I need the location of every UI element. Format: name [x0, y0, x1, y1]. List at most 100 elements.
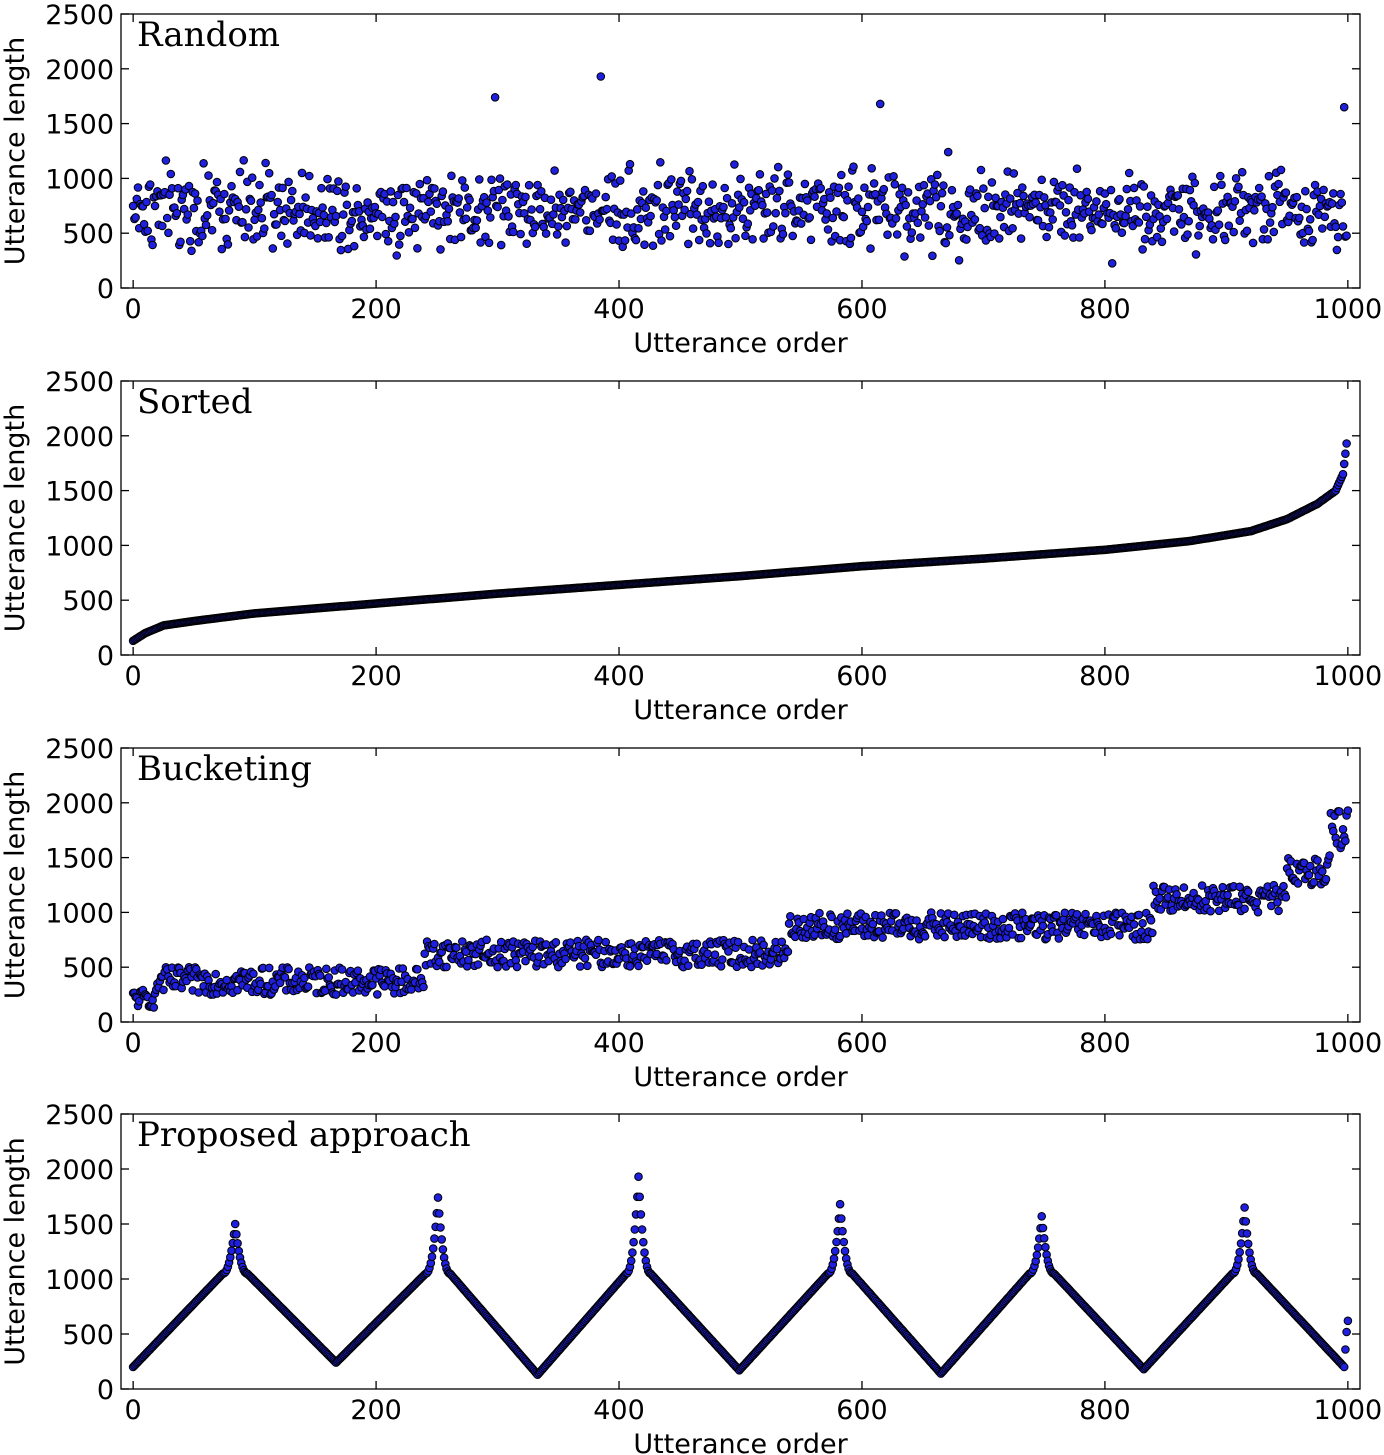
data-point — [1234, 182, 1243, 192]
data-point — [828, 213, 838, 223]
data-point — [1308, 235, 1317, 245]
data-point — [754, 185, 764, 195]
data-point — [662, 206, 671, 216]
panel-bucketing: 0 200 400 600 800 1000 0 500 1000 1500 2000 2500 Utt… — [0, 734, 1382, 1093]
data-point — [1302, 204, 1311, 214]
data-point — [827, 912, 836, 922]
data-point — [770, 174, 779, 183]
data-point — [1231, 174, 1241, 183]
data-point — [704, 197, 714, 206]
data-point — [391, 212, 400, 222]
data-point — [1241, 1217, 1251, 1226]
data-point — [724, 947, 733, 956]
data-point — [975, 223, 985, 233]
data-point — [843, 196, 852, 205]
data-point — [284, 964, 293, 974]
data-point — [386, 187, 396, 196]
data-point — [1033, 1243, 1043, 1252]
data-point — [319, 210, 329, 220]
data-point — [194, 237, 203, 247]
x-tick-label: 800 — [1079, 1028, 1131, 1059]
data-point — [585, 226, 595, 236]
data-point — [415, 179, 425, 189]
y-tick-label: 1500 — [45, 110, 114, 141]
y-tick-label: 2000 — [45, 789, 114, 820]
data-point — [945, 230, 954, 240]
data-point — [919, 180, 929, 190]
data-point — [694, 235, 704, 245]
data-point — [832, 207, 841, 216]
data-point — [953, 200, 963, 210]
data-point — [512, 962, 522, 972]
y-tick-label: 2000 — [45, 1155, 114, 1186]
data-point — [503, 180, 512, 189]
data-point — [1209, 182, 1219, 192]
panel-title: Proposed approach — [137, 1115, 471, 1155]
data-point — [952, 209, 962, 218]
data-point — [838, 1226, 847, 1236]
data-point — [1220, 235, 1230, 245]
data-point — [907, 228, 917, 237]
plot-frame — [120, 13, 1361, 289]
y-tick-label: 0 — [97, 1008, 114, 1039]
data-point — [939, 181, 948, 190]
data-point — [730, 160, 739, 169]
data-point — [684, 961, 693, 971]
data-point — [1242, 226, 1252, 236]
data-point — [682, 186, 692, 196]
data-point — [1242, 1229, 1252, 1238]
data-point — [575, 208, 585, 217]
data-point — [487, 175, 496, 185]
data-point — [277, 231, 286, 241]
data-point — [1046, 208, 1055, 217]
data-point — [381, 229, 391, 239]
data-point — [317, 183, 326, 193]
data-point — [594, 935, 603, 945]
data-point — [830, 1246, 840, 1256]
data-point — [840, 1246, 850, 1256]
data-point — [183, 210, 193, 219]
x-axis-label: Utterance order — [633, 328, 848, 359]
data-point — [1120, 218, 1129, 228]
x-tick-label: 1000 — [1313, 294, 1382, 325]
data-point — [783, 170, 793, 179]
data-point — [633, 205, 642, 214]
data-point — [716, 962, 726, 971]
data-point — [1208, 235, 1218, 244]
data-point — [318, 203, 327, 212]
data-point — [784, 178, 794, 187]
data-point — [640, 1248, 649, 1257]
data-point — [626, 209, 636, 218]
data-point — [991, 193, 1000, 203]
data-point — [268, 244, 278, 253]
data-point — [595, 215, 604, 224]
data-point — [535, 204, 545, 214]
data-point — [705, 238, 715, 248]
data-point — [1106, 185, 1116, 195]
data-point — [1319, 185, 1328, 195]
data-point — [322, 964, 331, 974]
data-point — [710, 950, 720, 960]
data-point — [844, 182, 853, 191]
data-point — [1339, 1362, 1349, 1372]
data-point — [626, 1256, 636, 1266]
data-point — [442, 962, 451, 972]
data-point — [455, 208, 465, 217]
data-point — [359, 232, 369, 242]
panel-title: Bucketing — [137, 749, 312, 789]
data-point — [561, 954, 570, 964]
data-point — [198, 231, 207, 241]
data-point — [937, 188, 947, 198]
panel-sorted: 0 200 400 600 800 1000 0 500 1000 1500 2000 2500 Utt… — [0, 367, 1382, 726]
panel-title: Sorted — [137, 382, 253, 422]
data-point — [1248, 238, 1258, 248]
data-point — [402, 183, 411, 193]
data-point — [1039, 1234, 1049, 1243]
data-point — [353, 966, 363, 976]
data-point — [930, 180, 940, 189]
data-point — [460, 183, 470, 192]
data-point — [373, 990, 382, 999]
data-point — [537, 187, 546, 196]
data-point — [788, 231, 798, 241]
data-point — [461, 214, 471, 224]
